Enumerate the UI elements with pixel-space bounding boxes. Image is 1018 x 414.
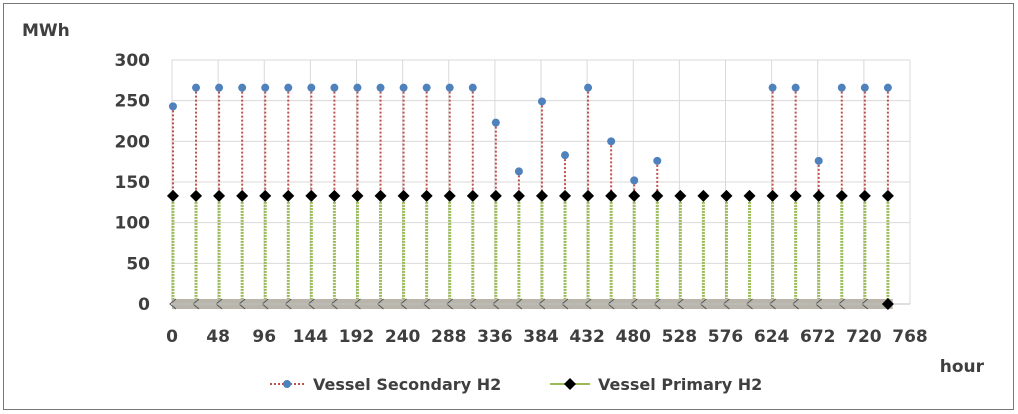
x-tick-label: 384 bbox=[523, 327, 559, 347]
y-tick-label: 100 bbox=[115, 214, 151, 234]
x-tick-label: 528 bbox=[662, 327, 698, 347]
x-tick-label: 720 bbox=[846, 327, 882, 347]
primary-point bbox=[535, 189, 548, 202]
x-tick-label: 432 bbox=[569, 327, 605, 347]
secondary-point bbox=[168, 102, 177, 111]
y-tick-label: 50 bbox=[126, 254, 150, 274]
secondary-point bbox=[837, 83, 846, 92]
x-tick-label: 48 bbox=[206, 327, 230, 347]
primary-point bbox=[397, 189, 410, 202]
secondary-point bbox=[376, 83, 385, 92]
secondary-point bbox=[215, 83, 224, 92]
y-tick-label: 150 bbox=[115, 173, 151, 193]
secondary-point bbox=[491, 118, 500, 127]
x-tick-label: 480 bbox=[616, 327, 652, 347]
y-tick-label: 200 bbox=[115, 132, 151, 152]
x-tick-label: 576 bbox=[708, 327, 744, 347]
primary-point bbox=[282, 189, 295, 202]
primary-point bbox=[443, 189, 456, 202]
legend-secondary-label: Vessel Secondary H2 bbox=[313, 375, 501, 394]
x-tick-label: 96 bbox=[252, 327, 276, 347]
primary-point bbox=[466, 189, 479, 202]
chart-frame bbox=[3, 3, 1014, 410]
secondary-point bbox=[791, 83, 800, 92]
secondary-point bbox=[514, 167, 523, 176]
legend-secondary-marker bbox=[283, 380, 291, 388]
secondary-point bbox=[307, 83, 316, 92]
primary-point bbox=[881, 298, 894, 310]
y-tick-label: 300 bbox=[115, 51, 151, 71]
primary-point bbox=[328, 189, 341, 202]
secondary-point bbox=[399, 83, 408, 92]
primary-point bbox=[789, 189, 802, 202]
primary-point bbox=[259, 189, 272, 202]
x-tick-label: 672 bbox=[800, 327, 836, 347]
secondary-point bbox=[284, 83, 293, 92]
secondary-point bbox=[561, 151, 570, 160]
secondary-point bbox=[445, 83, 454, 92]
secondary-point bbox=[860, 83, 869, 92]
primary-point bbox=[166, 189, 179, 202]
secondary-point bbox=[238, 83, 247, 92]
x-tick-label: 336 bbox=[477, 327, 513, 347]
primary-point bbox=[720, 189, 733, 202]
primary-point bbox=[582, 189, 595, 202]
primary-point bbox=[881, 189, 894, 202]
secondary-point bbox=[630, 176, 639, 185]
primary-point bbox=[858, 189, 871, 202]
secondary-point bbox=[330, 83, 339, 92]
secondary-point bbox=[653, 156, 662, 165]
secondary-point bbox=[814, 156, 823, 165]
secondary-point bbox=[883, 83, 892, 92]
x-tick-label: 144 bbox=[293, 327, 329, 347]
primary-point bbox=[236, 189, 249, 202]
primary-point bbox=[743, 189, 756, 202]
primary-point bbox=[512, 189, 525, 202]
primary-point bbox=[697, 189, 710, 202]
secondary-point bbox=[584, 83, 593, 92]
primary-point bbox=[559, 189, 572, 202]
secondary-point bbox=[468, 83, 477, 92]
secondary-point bbox=[261, 83, 270, 92]
primary-point bbox=[305, 189, 318, 202]
y-axis-title: MWh bbox=[22, 21, 70, 41]
primary-point bbox=[605, 189, 618, 202]
secondary-point bbox=[192, 83, 201, 92]
primary-point bbox=[213, 189, 226, 202]
secondary-point bbox=[422, 83, 431, 92]
primary-point bbox=[351, 189, 364, 202]
x-tick-label: 624 bbox=[754, 327, 790, 347]
x-tick-label: 768 bbox=[892, 327, 928, 347]
primary-point bbox=[489, 189, 502, 202]
secondary-point bbox=[607, 137, 616, 146]
primary-point bbox=[420, 189, 433, 202]
secondary-point bbox=[537, 97, 546, 106]
primary-point bbox=[812, 189, 825, 202]
primary-point bbox=[374, 189, 387, 202]
primary-point bbox=[766, 189, 779, 202]
x-tick-label: 240 bbox=[385, 327, 421, 347]
secondary-point bbox=[353, 83, 362, 92]
legend-primary-label: Vessel Primary H2 bbox=[598, 375, 762, 394]
primary-point bbox=[190, 189, 203, 202]
primary-point bbox=[674, 189, 687, 202]
primary-point bbox=[651, 189, 664, 202]
primary-point bbox=[628, 189, 641, 202]
primary-point bbox=[835, 189, 848, 202]
y-tick-label: 0 bbox=[138, 295, 150, 315]
legend-primary-marker bbox=[564, 378, 576, 390]
x-tick-label: 192 bbox=[339, 327, 375, 347]
x-tick-label: 288 bbox=[431, 327, 467, 347]
x-axis-title: hour bbox=[940, 357, 985, 377]
y-tick-label: 250 bbox=[115, 92, 151, 112]
x-tick-label: 0 bbox=[166, 327, 178, 347]
zero-band-marker bbox=[169, 298, 177, 310]
secondary-point bbox=[768, 83, 777, 92]
